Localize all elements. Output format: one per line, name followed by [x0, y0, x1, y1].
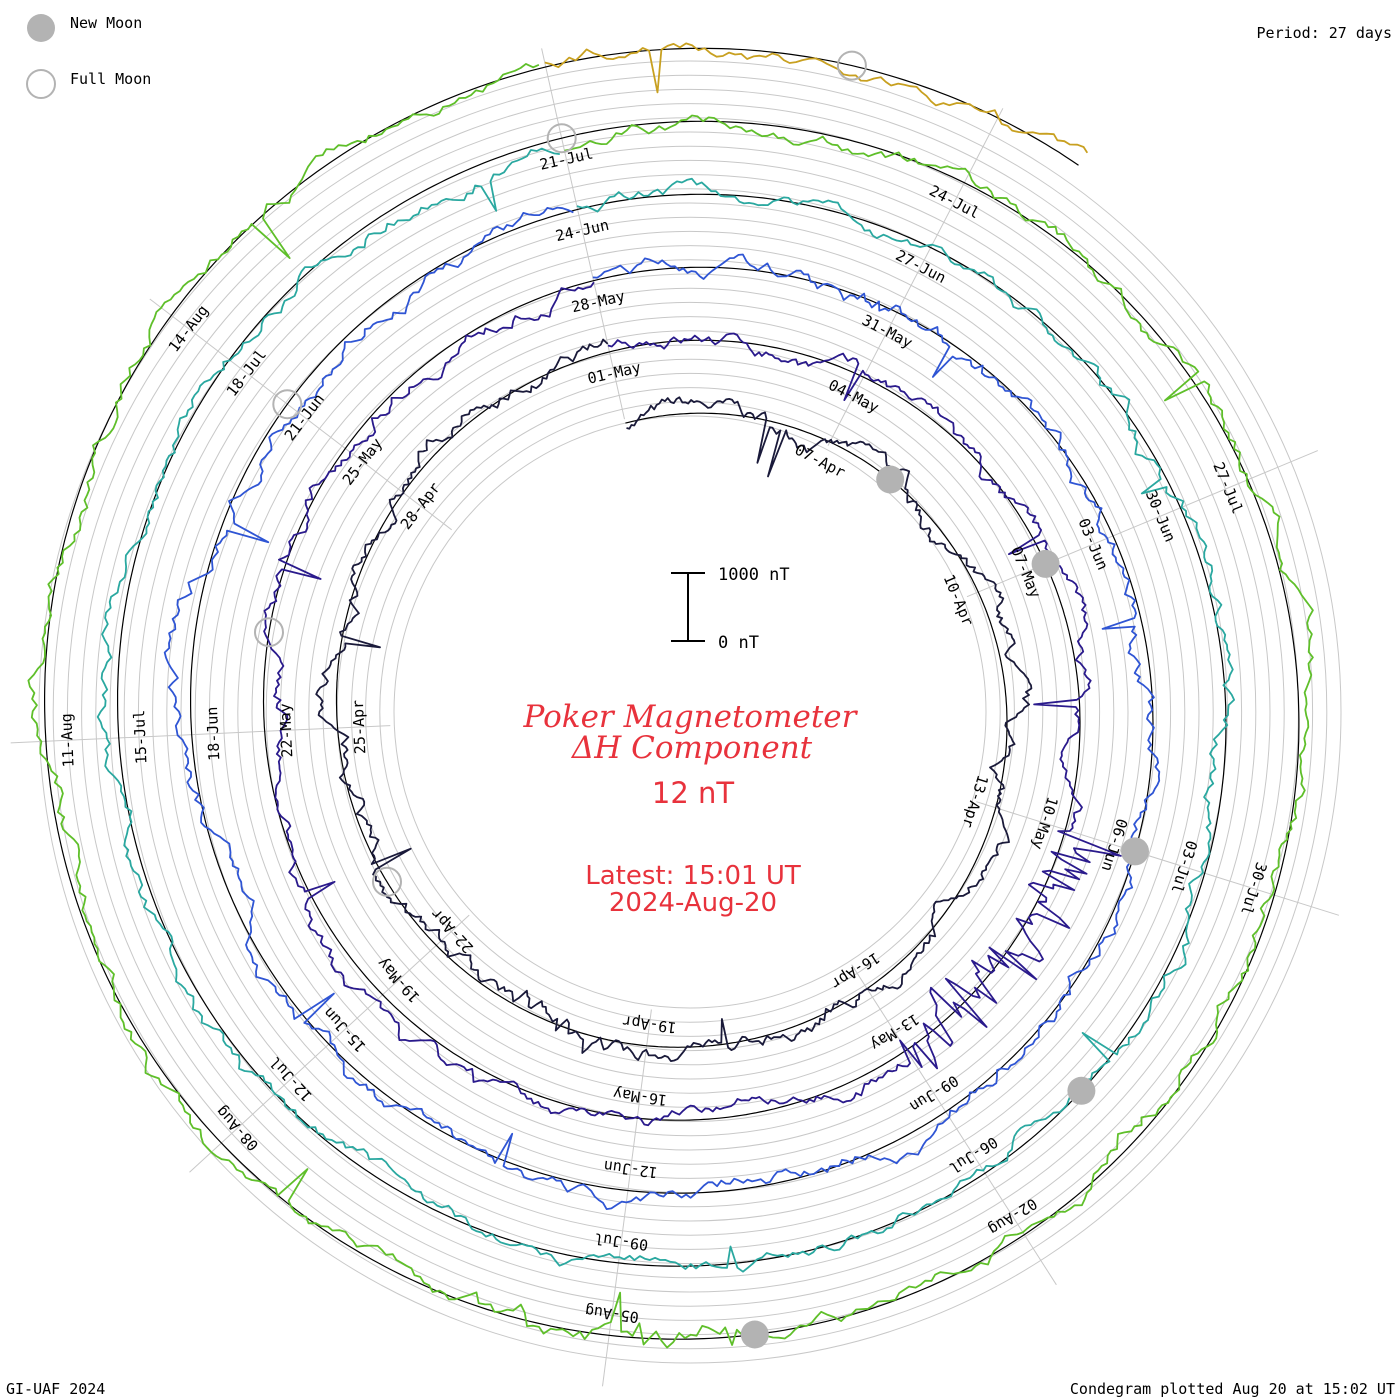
grid-circle	[223, 245, 1157, 1179]
new-moon-marker	[876, 465, 905, 494]
scale-bottom-label: 0 nT	[718, 633, 759, 653]
grid-circle	[308, 330, 1072, 1094]
date-label: 16-May	[612, 1084, 668, 1109]
new-moon-marker	[1067, 1076, 1096, 1105]
full-moon-marker	[272, 389, 303, 420]
date-label: 24-Jun	[554, 216, 611, 245]
date-spoke	[966, 450, 1318, 598]
series-turn-5	[27, 63, 1314, 1349]
series-turn-3	[163, 206, 1161, 1210]
date-label: 03-Jul	[1167, 838, 1200, 895]
date-label: 10-Apr	[940, 572, 977, 629]
credit-label: GI-UAF 2024	[6, 1380, 105, 1398]
date-spoke	[10, 725, 391, 744]
latest-date: 2024-Aug-20	[609, 888, 777, 918]
scale-top-label: 1000 nT	[718, 565, 790, 585]
date-label: 19-Apr	[621, 1012, 677, 1037]
data-curves	[27, 42, 1314, 1349]
scale-bar: 1000 nT 0 nT	[671, 565, 790, 653]
series-turn-2	[263, 281, 1122, 1127]
grid-circle	[265, 287, 1115, 1137]
date-label: 18-Jun	[203, 706, 223, 761]
date-label: 12-Jul	[266, 1053, 316, 1105]
center-title: Poker Magnetometer ΔH Component 12 nT La…	[523, 699, 859, 918]
date-label: 03-Jun	[1074, 516, 1111, 573]
current-value: 12 nT	[652, 776, 734, 810]
moon-markers	[254, 50, 1149, 1349]
grid-circle	[279, 301, 1101, 1123]
date-label: 30-Jun	[1142, 488, 1179, 545]
date-label: 18-Jul	[223, 346, 270, 400]
grid-circle	[52, 74, 1328, 1350]
full-moon-legend-icon	[26, 69, 56, 99]
full-moon-marker	[546, 123, 577, 154]
date-label: 14-Aug	[165, 302, 212, 356]
grid-circle	[166, 188, 1214, 1236]
date-label: 16-Apr	[828, 948, 883, 992]
grid-circle	[38, 60, 1342, 1364]
date-label: 05-Aug	[584, 1302, 640, 1327]
date-spoke	[976, 801, 1340, 916]
grid-circle	[393, 415, 987, 1009]
new-moon-legend-label: New Moon	[70, 14, 142, 32]
full-moon-marker	[372, 866, 402, 897]
grid-circle	[322, 344, 1058, 1080]
date-label: 21-Jul	[538, 144, 595, 173]
plotted-label: Condegram plotted Aug 20 at 15:02 UT	[1070, 1380, 1395, 1398]
date-label: 15-Jul	[130, 710, 150, 765]
date-spoke	[851, 964, 1057, 1286]
date-label: 01-May	[586, 358, 643, 387]
new-moon-marker	[1121, 837, 1149, 866]
new-moon-legend-icon	[27, 14, 55, 42]
date-label: 12-Jun	[603, 1157, 659, 1182]
grid-circle	[180, 202, 1200, 1222]
date-spoke	[602, 1009, 652, 1387]
legend: New Moon Full Moon	[26, 14, 151, 99]
date-label: 11-Aug	[57, 713, 77, 768]
full-moon-legend-label: Full Moon	[70, 70, 151, 88]
grid-circle	[194, 216, 1186, 1208]
series-turn-1	[315, 338, 1033, 1062]
new-moon-marker	[1031, 549, 1060, 578]
grid-circle	[109, 131, 1271, 1293]
full-moon-marker	[254, 617, 284, 648]
new-moon-marker	[740, 1320, 769, 1349]
grid-circle	[365, 387, 1015, 1037]
date-label: 25-Apr	[349, 700, 369, 755]
date-label: 08-Aug	[212, 1102, 262, 1154]
chart-title: Poker Magnetometer	[523, 699, 859, 735]
date-spoke	[541, 48, 625, 420]
series-turn-6	[544, 42, 1089, 154]
date-spoke	[189, 914, 470, 1173]
grid-circle	[123, 145, 1257, 1279]
grid-circle	[350, 372, 1030, 1052]
series-turn-4	[96, 147, 1235, 1273]
date-label: 28-May	[570, 287, 627, 316]
baseline-spiral-path	[44, 47, 1300, 1340]
period-label: Period: 27 days	[1257, 24, 1392, 42]
grid-circle	[294, 316, 1086, 1108]
grid-circle	[237, 259, 1143, 1165]
date-label: 10-May	[1028, 795, 1061, 852]
date-spoke	[827, 108, 1004, 446]
grid-circle	[251, 273, 1129, 1151]
date-label: 27-Jul	[1209, 460, 1246, 517]
date-spoke	[149, 298, 453, 531]
date-label: 22-May	[276, 703, 296, 758]
full-moon-marker	[836, 50, 867, 81]
latest-time: Latest: 15:01 UT	[585, 861, 801, 891]
baseline-spiral	[44, 47, 1300, 1340]
date-label: 06-Jul	[946, 1133, 1001, 1177]
chart-subtitle: ΔH Component	[571, 730, 813, 766]
date-spokes	[10, 48, 1340, 1387]
